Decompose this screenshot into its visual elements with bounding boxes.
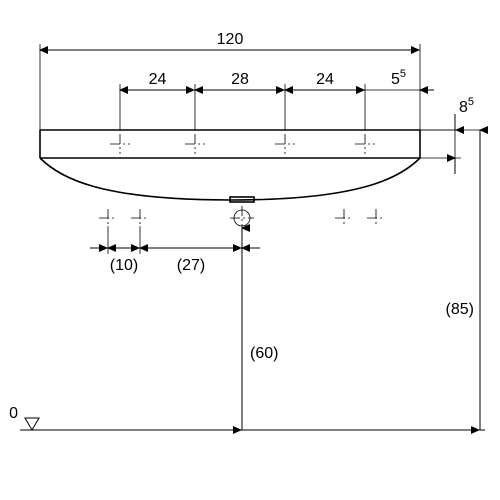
dim-hole-off: (10): [110, 257, 138, 274]
dim-overall-width: 120: [217, 31, 244, 48]
dim-seg-c: 24: [316, 71, 334, 88]
dim-seg-b: 28: [231, 71, 249, 88]
dim-seg-a: 24: [149, 71, 167, 88]
dimension-drawing: 120 24 28 24 55 85 (10) (27) 0 (60) (85): [0, 0, 500, 500]
dim-top-height: (85): [446, 301, 474, 318]
dim-lip: 85: [459, 96, 474, 116]
dim-drain-height: (60): [250, 345, 278, 362]
datum-zero: 0: [9, 405, 18, 422]
dim-hole-ctr: (27): [177, 257, 205, 274]
dim-edge: 55: [391, 68, 406, 88]
